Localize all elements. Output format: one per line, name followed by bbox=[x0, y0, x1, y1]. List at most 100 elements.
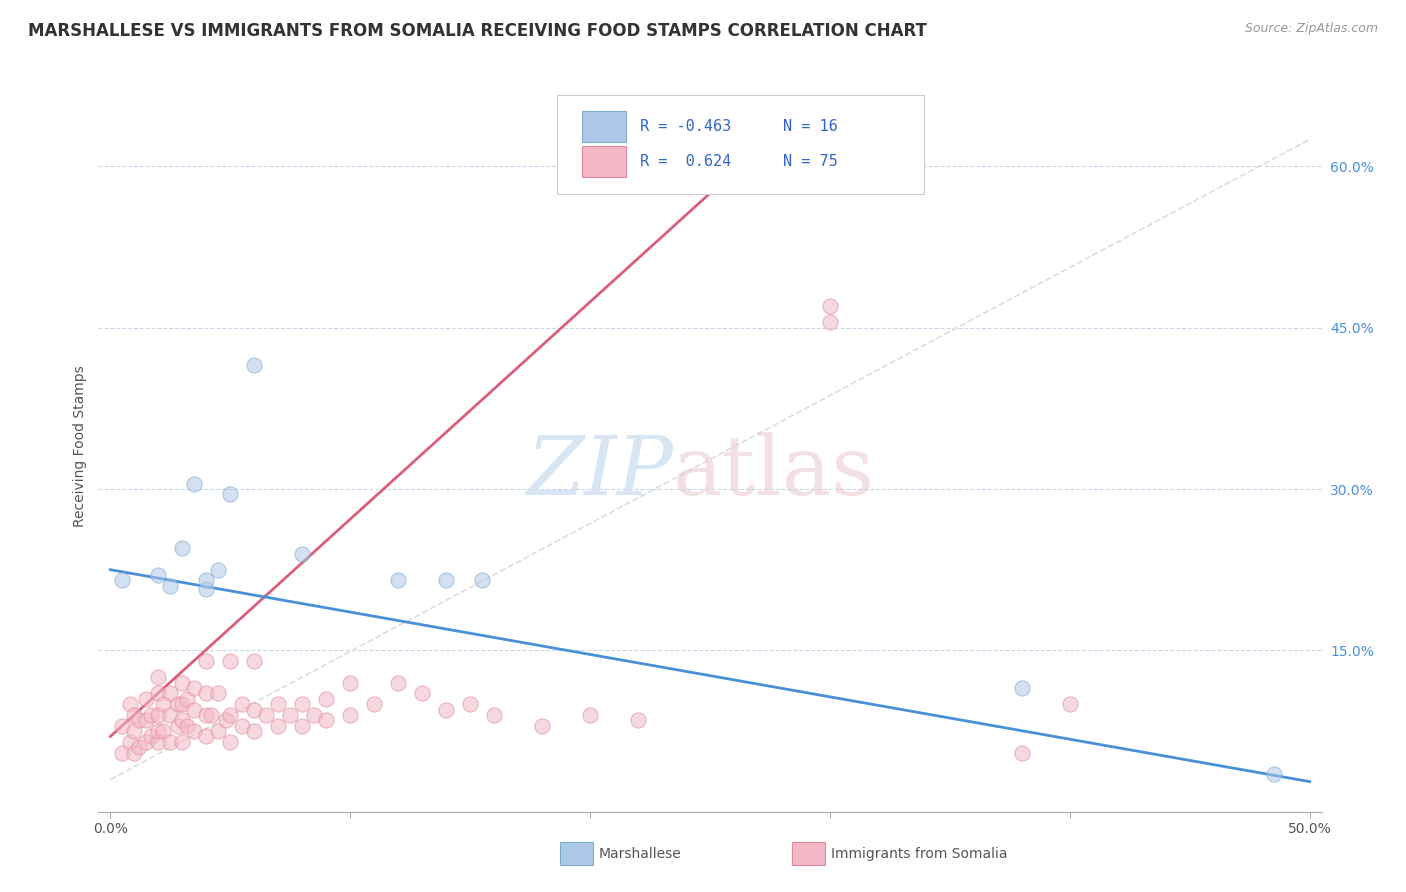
Point bbox=[471, 574, 494, 588]
Point bbox=[243, 702, 266, 716]
Point bbox=[124, 746, 146, 760]
Point bbox=[141, 707, 163, 722]
Point bbox=[339, 675, 361, 690]
Point bbox=[1263, 767, 1285, 781]
Point bbox=[159, 686, 181, 700]
Point bbox=[278, 707, 301, 722]
Point bbox=[267, 719, 290, 733]
Point bbox=[291, 697, 314, 711]
Point bbox=[387, 574, 409, 588]
Text: N = 16: N = 16 bbox=[783, 119, 838, 134]
Point bbox=[159, 579, 181, 593]
Text: atlas: atlas bbox=[673, 432, 876, 512]
Point bbox=[195, 686, 218, 700]
Point bbox=[482, 707, 505, 722]
Point bbox=[339, 707, 361, 722]
Point bbox=[291, 547, 314, 561]
Y-axis label: Receiving Food Stamps: Receiving Food Stamps bbox=[73, 365, 87, 527]
Point bbox=[135, 735, 157, 749]
Point bbox=[195, 654, 218, 668]
Text: Source: ZipAtlas.com: Source: ZipAtlas.com bbox=[1244, 22, 1378, 36]
Point bbox=[135, 691, 157, 706]
Point bbox=[111, 746, 134, 760]
Point bbox=[183, 724, 205, 739]
Point bbox=[363, 697, 385, 711]
Point bbox=[141, 730, 163, 744]
Point bbox=[411, 686, 433, 700]
Text: R =  0.624: R = 0.624 bbox=[640, 154, 731, 169]
Point bbox=[166, 697, 188, 711]
Point bbox=[152, 724, 174, 739]
Point bbox=[159, 735, 181, 749]
Point bbox=[219, 707, 242, 722]
Point bbox=[166, 719, 188, 733]
Point bbox=[195, 730, 218, 744]
Point bbox=[214, 714, 236, 728]
FancyBboxPatch shape bbox=[792, 842, 825, 865]
Point bbox=[195, 574, 218, 588]
Text: MARSHALLESE VS IMMIGRANTS FROM SOMALIA RECEIVING FOOD STAMPS CORRELATION CHART: MARSHALLESE VS IMMIGRANTS FROM SOMALIA R… bbox=[28, 22, 927, 40]
Point bbox=[1011, 746, 1033, 760]
Point bbox=[111, 719, 134, 733]
Point bbox=[207, 724, 229, 739]
Point bbox=[1059, 697, 1081, 711]
Point bbox=[135, 714, 157, 728]
Point bbox=[148, 707, 170, 722]
Point bbox=[124, 707, 146, 722]
Point bbox=[172, 714, 194, 728]
Point bbox=[315, 714, 337, 728]
Point bbox=[243, 724, 266, 739]
Point bbox=[200, 707, 222, 722]
Point bbox=[128, 714, 150, 728]
Point bbox=[124, 724, 146, 739]
Point bbox=[267, 697, 290, 711]
Point bbox=[128, 740, 150, 755]
FancyBboxPatch shape bbox=[582, 111, 626, 142]
Point bbox=[195, 582, 218, 596]
Point bbox=[243, 359, 266, 373]
Point bbox=[531, 719, 554, 733]
Point bbox=[1011, 681, 1033, 695]
Point bbox=[315, 691, 337, 706]
Text: Marshallese: Marshallese bbox=[599, 847, 682, 861]
Point bbox=[818, 315, 841, 329]
Point bbox=[172, 541, 194, 556]
Point bbox=[172, 697, 194, 711]
Point bbox=[243, 654, 266, 668]
Text: N = 75: N = 75 bbox=[783, 154, 838, 169]
Point bbox=[254, 707, 277, 722]
Point bbox=[627, 714, 650, 728]
Point bbox=[291, 719, 314, 733]
Point bbox=[118, 697, 141, 711]
Text: ZIP: ZIP bbox=[526, 432, 673, 512]
Point bbox=[231, 719, 253, 733]
Point bbox=[152, 697, 174, 711]
Point bbox=[434, 702, 457, 716]
Point bbox=[172, 735, 194, 749]
Point bbox=[434, 574, 457, 588]
FancyBboxPatch shape bbox=[557, 95, 924, 194]
Point bbox=[148, 568, 170, 582]
Point bbox=[111, 574, 134, 588]
Point bbox=[458, 697, 481, 711]
Point bbox=[148, 686, 170, 700]
Point bbox=[148, 735, 170, 749]
Text: R = -0.463: R = -0.463 bbox=[640, 119, 731, 134]
Point bbox=[207, 563, 229, 577]
Point bbox=[148, 670, 170, 684]
Point bbox=[304, 707, 326, 722]
Text: Immigrants from Somalia: Immigrants from Somalia bbox=[831, 847, 1008, 861]
FancyBboxPatch shape bbox=[560, 842, 593, 865]
Point bbox=[172, 675, 194, 690]
Point bbox=[118, 735, 141, 749]
Point bbox=[148, 724, 170, 739]
Point bbox=[183, 702, 205, 716]
Point bbox=[176, 691, 198, 706]
Point bbox=[231, 697, 253, 711]
Point bbox=[195, 707, 218, 722]
Point bbox=[207, 686, 229, 700]
Point bbox=[159, 707, 181, 722]
FancyBboxPatch shape bbox=[582, 146, 626, 177]
Point bbox=[219, 735, 242, 749]
Point bbox=[818, 299, 841, 313]
